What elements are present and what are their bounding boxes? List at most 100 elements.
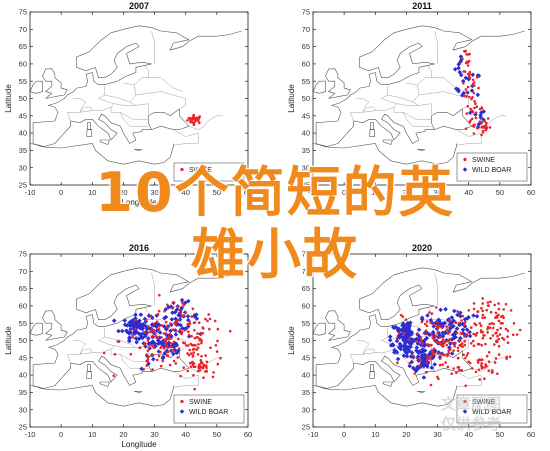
swine-point [441, 353, 445, 357]
swine-point [489, 310, 493, 314]
coastline [369, 129, 376, 137]
swine-point [470, 97, 473, 101]
swine-point [478, 378, 482, 381]
x-tick-label: 60 [527, 188, 535, 197]
wild-boar-point [407, 363, 412, 369]
country-border [67, 98, 87, 122]
wild-boar-point [194, 312, 199, 317]
swine-point [446, 354, 449, 358]
x-tick-label: 30 [150, 188, 158, 197]
wild-boar-point [144, 326, 150, 332]
legend: SWINE WILD BOAR [456, 394, 528, 424]
country-border [120, 354, 149, 369]
swine-point [472, 302, 476, 305]
wild-boar-point [410, 365, 416, 371]
swine-point [154, 332, 157, 335]
y-tick-label: 65 [19, 42, 27, 51]
y-tick-label: 25 [302, 423, 310, 432]
swine-point [216, 339, 219, 343]
swine-point [166, 346, 170, 350]
map-panel-2007: -10 0 10 20 30 40 50 60 25 30 35 40 45 50 55 60 65 70 75 20… [4, 1, 252, 207]
wild-boar-point [479, 110, 484, 115]
swine-point [454, 341, 457, 345]
outbreak-points [452, 49, 492, 137]
swine-point [479, 329, 483, 332]
wild-boar-point [408, 332, 413, 337]
y-tick-label: 55 [19, 77, 27, 86]
swine-point [472, 132, 476, 135]
swine-point [408, 361, 412, 365]
swine-point [496, 372, 499, 376]
swine-point [480, 343, 484, 347]
swine-point [497, 307, 501, 311]
wild-boar-point [463, 75, 469, 81]
wild-boar-point [127, 323, 133, 329]
wild-boar-point [454, 326, 460, 331]
swine-point [212, 371, 215, 374]
swine-point [481, 316, 484, 320]
swine-point [460, 332, 464, 336]
swine-point [180, 330, 184, 334]
country-border [471, 357, 507, 372]
x-tick-label: 10 [371, 188, 379, 197]
country-border [434, 272, 438, 306]
country-border [362, 348, 376, 355]
coastline [325, 68, 351, 99]
swine-point [164, 341, 168, 345]
map-panel-2020: -10 0 10 20 30 40 50 60 25 30 35 40 45 50 55 60 65 70 75 20… [287, 243, 535, 439]
swine-point [481, 125, 485, 129]
x-tick-label: 20 [402, 430, 410, 439]
swine-point [494, 311, 498, 315]
swine-point [160, 336, 163, 339]
swine-point [186, 119, 189, 122]
wild-boar-point [415, 349, 421, 355]
x-tick-label: 10 [371, 430, 379, 439]
swine-point [502, 308, 506, 311]
swine-point [157, 327, 161, 331]
basemap [30, 25, 242, 165]
swine-point [146, 325, 150, 328]
country-border [148, 77, 183, 92]
legend-label: WILD BOAR [472, 409, 511, 416]
swine-point [441, 341, 444, 345]
swine-point [441, 338, 445, 341]
wild-boar-point [401, 353, 407, 358]
wild-boar-point [134, 339, 139, 345]
swine-point [159, 350, 162, 354]
coastline [316, 25, 525, 123]
y-tick-label: 75 [302, 250, 310, 259]
swine-point [192, 347, 196, 351]
swine-point [415, 356, 419, 360]
swine-point [168, 332, 172, 336]
wild-boar-point [471, 313, 476, 318]
country-border [151, 30, 155, 64]
coastline [42, 68, 68, 99]
y-tick-label: 70 [19, 25, 27, 34]
swine-point [452, 367, 456, 370]
swine-point [147, 355, 150, 359]
swine-point [174, 362, 178, 365]
swine-point [467, 309, 471, 312]
y-tick-label: 60 [302, 60, 310, 69]
swine-point [486, 325, 490, 329]
y-tick-label: 35 [302, 146, 310, 155]
swine-point [176, 356, 179, 359]
swine-point [480, 306, 483, 310]
swine-point [446, 332, 450, 335]
swine-point [483, 316, 487, 319]
wild-boar-point [170, 310, 175, 315]
swine-point [159, 364, 163, 368]
swine-point [466, 105, 470, 108]
swine-point [143, 341, 147, 345]
swine-point [518, 328, 522, 332]
swine-point [164, 332, 168, 335]
y-tick-label: 50 [302, 336, 310, 345]
wild-boar-point [403, 349, 408, 355]
wild-boar-point [168, 328, 173, 334]
swine-point [484, 342, 487, 346]
swine-point [438, 363, 442, 367]
swine-point [424, 332, 428, 336]
swine-point [404, 318, 408, 321]
swine-point [196, 346, 200, 350]
y-tick-label: 60 [19, 302, 27, 311]
